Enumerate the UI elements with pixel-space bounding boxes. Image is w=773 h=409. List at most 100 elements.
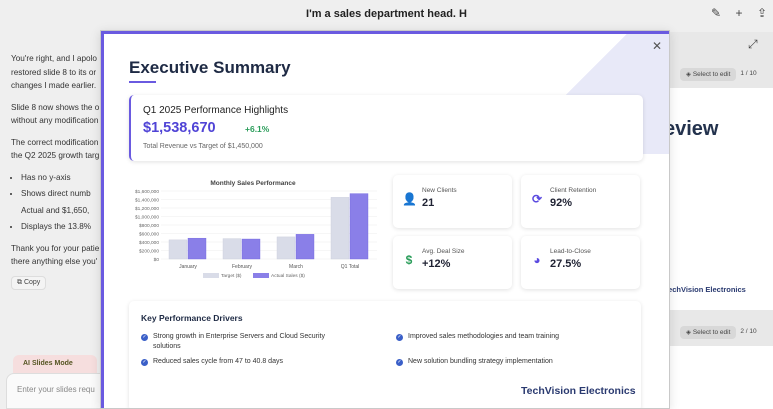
bar-target (168, 239, 188, 260)
thumb-brand: TechVision Electronics (664, 285, 746, 294)
driver-item: Strong growth in Enterprise Servers and … (153, 333, 325, 350)
thumb-title: eview (664, 118, 719, 140)
close-icon[interactable]: ✕ (652, 39, 663, 53)
check-icon: ✓ (141, 334, 148, 341)
select-to-edit-button[interactable]: ◈ Select to edit (680, 67, 737, 81)
driver-item: Reduced sales cycle from 47 to 40.8 days (153, 358, 283, 365)
driver-item: Improved sales methodologies and team tr… (408, 333, 559, 340)
slide-chip-2: ◈ Select to edit 2 / 10 (680, 323, 757, 341)
check-icon: ✓ (141, 359, 148, 366)
metric-card-lead-to-close: ◕ Lead-to-Close 27.5% (521, 236, 640, 289)
slide-preview-modal: Executive Summary Q1 2025 Performance Hi… (100, 30, 670, 409)
slide-chip-1: ◈ Select to edit 1 / 10 (680, 65, 757, 83)
ai-slides-mode-tab[interactable]: AI Slides Mode (13, 355, 97, 373)
performance-drivers-card: Key Performance Drivers ✓ Strong growth … (129, 301, 641, 408)
legend-swatch-target (203, 273, 219, 278)
bar-actual (295, 234, 315, 260)
pie-icon: ◕ (533, 253, 541, 267)
top-bar: I'm a sales department head. H ✎ + ⇪ (0, 0, 773, 30)
drivers-title: Key Performance Drivers (141, 313, 243, 323)
bar-actual (241, 238, 261, 260)
select-to-edit-button[interactable]: ◈ Select to edit (680, 325, 737, 339)
chat-line: there anything else you' (11, 257, 98, 266)
x-tick-label: January (179, 264, 197, 270)
y-tick-label: $1,400,000 (135, 197, 159, 203)
y-tick-label: $1,000,000 (135, 214, 159, 220)
revenue-change: +6.1% (245, 124, 270, 134)
metric-card-avg-deal-size: $ Avg. Deal Size +12% (393, 236, 512, 289)
accent-line (101, 31, 669, 34)
plus-icon[interactable]: + (735, 6, 743, 20)
chat-line: Thank you for your patie (11, 243, 100, 253)
sales-chart: Monthly Sales Performance $0 $200,000 $400,… (129, 177, 379, 287)
metric-label: Avg. Deal Size (422, 248, 465, 255)
chat-line: Slide 8 now shows the o (11, 102, 100, 112)
driver-item: New solution bundling strategy implement… (408, 358, 553, 365)
metric-value: +12% (422, 258, 451, 270)
y-tick-label: $800,000 (139, 223, 159, 229)
y-tick-label: $0 (154, 257, 160, 263)
y-tick-label: $600,000 (139, 231, 159, 237)
chat-bullets: Has no y-axis Shows direct numb Actual a… (11, 171, 111, 234)
brand-name: TechVision Electronics (521, 385, 636, 397)
y-tick-label: $1,600,000 (135, 189, 159, 195)
chat-bullet: Displays the 13.8% (21, 220, 111, 234)
metric-card-client-retention: ⟳ Client Retention 92% (521, 175, 640, 228)
slide-thumbnail[interactable] (660, 346, 773, 409)
legend-label: Actual Sales ($) (271, 273, 305, 279)
legend-label: Target ($) (221, 273, 242, 279)
slide-thumbnail[interactable]: eview TechVision Electronics (660, 88, 773, 310)
metric-label: Lead-to-Close (550, 248, 591, 255)
sales-chart-svg: Monthly Sales Performance $0 $200,000 $400,… (135, 180, 377, 279)
chat-line: You're right, and I apolo (11, 54, 97, 63)
chat-line: changes I made earlier. (11, 81, 97, 90)
slide-counter: 1 / 10 (740, 70, 757, 77)
user-plus-icon: 👤 (402, 192, 417, 206)
metric-value: 92% (550, 197, 573, 209)
chat-bullet: Has no y-axis (21, 171, 111, 185)
metric-label: New Clients (422, 187, 457, 194)
legend-swatch-actual (253, 273, 269, 278)
x-tick-label: March (289, 264, 303, 270)
check-icon: ✓ (396, 334, 403, 341)
slide-title: Executive Summary (129, 58, 291, 77)
edit-icon[interactable]: ✎ (710, 6, 722, 20)
chat-bullet: Actual and $1,650, (21, 205, 90, 215)
metric-card-new-clients: 👤 New Clients 21 (393, 175, 512, 228)
x-tick-label: February (232, 264, 253, 270)
revenue-value: $1,538,670 (143, 120, 216, 136)
bar-target (330, 197, 350, 260)
dollar-icon: $ (405, 253, 413, 267)
bar-actual (349, 193, 369, 260)
top-icons: ✎ + ⇪ (709, 6, 769, 20)
copy-button[interactable]: ⧉ Copy (11, 276, 47, 290)
x-tick-label: Q1 Total (341, 264, 360, 270)
check-icon: ✓ (396, 359, 403, 366)
chart-title: Monthly Sales Performance (210, 180, 296, 187)
prompt-input[interactable] (15, 384, 109, 395)
copy-icon: ⧉ (17, 279, 22, 286)
y-tick-label: $1,200,000 (135, 206, 159, 212)
bar-actual (187, 237, 207, 260)
title-underline (129, 81, 156, 83)
highlights-card: Q1 2025 Performance Highlights $1,538,67… (129, 95, 643, 161)
expand-icon[interactable]: ⤢ (748, 37, 758, 51)
y-tick-label: $200,000 (139, 248, 159, 254)
share-icon[interactable]: ⇪ (756, 6, 768, 20)
copy-label: Copy (23, 279, 41, 286)
bar-target (276, 236, 296, 260)
chat-line: without any modification (11, 116, 99, 125)
refresh-icon: ⟳ (531, 192, 543, 206)
metric-value: 27.5% (550, 258, 582, 270)
chat-line: The correct modification (11, 137, 99, 147)
accent-bar (101, 31, 104, 408)
metric-value: 21 (422, 197, 435, 209)
chat-title: I'm a sales department head. H (306, 8, 467, 20)
bar-target (222, 238, 242, 260)
chat-line: the Q2 2025 growth targ (11, 151, 100, 160)
chat-bullet: Shows direct numb (21, 187, 111, 201)
chat-line: restored slide 8 to its or (11, 67, 97, 77)
chat-message: You're right, and I apolo restored slide … (11, 52, 111, 277)
y-tick-label: $400,000 (139, 240, 159, 246)
slide-counter: 2 / 10 (740, 328, 757, 335)
